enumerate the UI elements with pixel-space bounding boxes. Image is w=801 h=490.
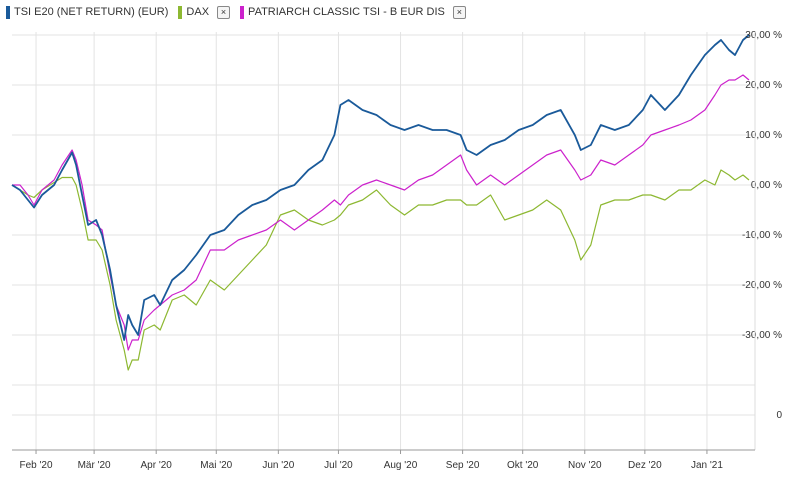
x-tick-label: Jan '21 — [691, 460, 723, 471]
x-axis: Feb '20 Mär '20 Apr '20 Mai '20 Jun '20 Jul '… — [12, 449, 755, 471]
y-tick-label: -10,00 % — [742, 230, 782, 241]
legend-swatch-dax — [178, 5, 183, 19]
x-tick-label: Jun '20 — [262, 460, 294, 471]
y-tick-label: 10,00 % — [745, 130, 782, 141]
close-icon[interactable]: × — [452, 5, 466, 19]
x-tick-label: Mai '20 — [200, 460, 232, 471]
legend-item-patriarch[interactable]: PATRIARCH CLASSIC TSI - B EUR DIS × — [240, 5, 466, 19]
y-tick-label: -20,00 % — [742, 280, 782, 291]
series-group — [11, 34, 750, 371]
legend-item-tsi-e20[interactable]: TSI E20 (NET RETURN) (EUR) — [6, 5, 169, 19]
y-tick-label: -30,00 % — [742, 330, 782, 341]
legend-swatch-tsi-e20 — [6, 5, 10, 19]
x-tick-label: Dez '20 — [628, 460, 662, 471]
y-tick-label: 30,00 % — [745, 30, 782, 41]
y-tick-label: 0,00 % — [751, 180, 782, 191]
series-line-patriarch — [12, 74, 750, 351]
legend-label-patriarch: PATRIARCH CLASSIC TSI - B EUR DIS — [248, 6, 445, 18]
legend-item-dax[interactable]: DAX × — [178, 5, 231, 19]
series-line-dax — [11, 169, 750, 371]
x-tick-label: Okt '20 — [507, 460, 539, 471]
x-tick-label: Aug '20 — [384, 460, 418, 471]
grid — [12, 32, 755, 450]
x-tick-label: Nov '20 — [568, 460, 602, 471]
series-line-tsi-e20 — [11, 34, 750, 341]
y-axis: 30,00 % 20,00 % 10,00 % 0,00 % -10,00 % -20,0… — [742, 30, 782, 450]
x-tick-label: Mär '20 — [78, 460, 111, 471]
legend-label-dax: DAX — [186, 6, 210, 18]
x-tick-label: Jul '20 — [324, 460, 353, 471]
close-icon[interactable]: × — [217, 5, 231, 19]
legend: TSI E20 (NET RETURN) (EUR) DAX × PATRIAR… — [6, 3, 476, 21]
legend-label-tsi-e20: TSI E20 (NET RETURN) (EUR) — [14, 6, 169, 18]
volume-axis-label: 0 — [776, 410, 782, 421]
x-tick-label: Feb '20 — [20, 460, 53, 471]
x-tick-label: Sep '20 — [446, 460, 480, 471]
y-tick-label: 20,00 % — [745, 80, 782, 91]
x-tick-label: Apr '20 — [141, 460, 173, 471]
legend-swatch-patriarch — [240, 5, 245, 19]
